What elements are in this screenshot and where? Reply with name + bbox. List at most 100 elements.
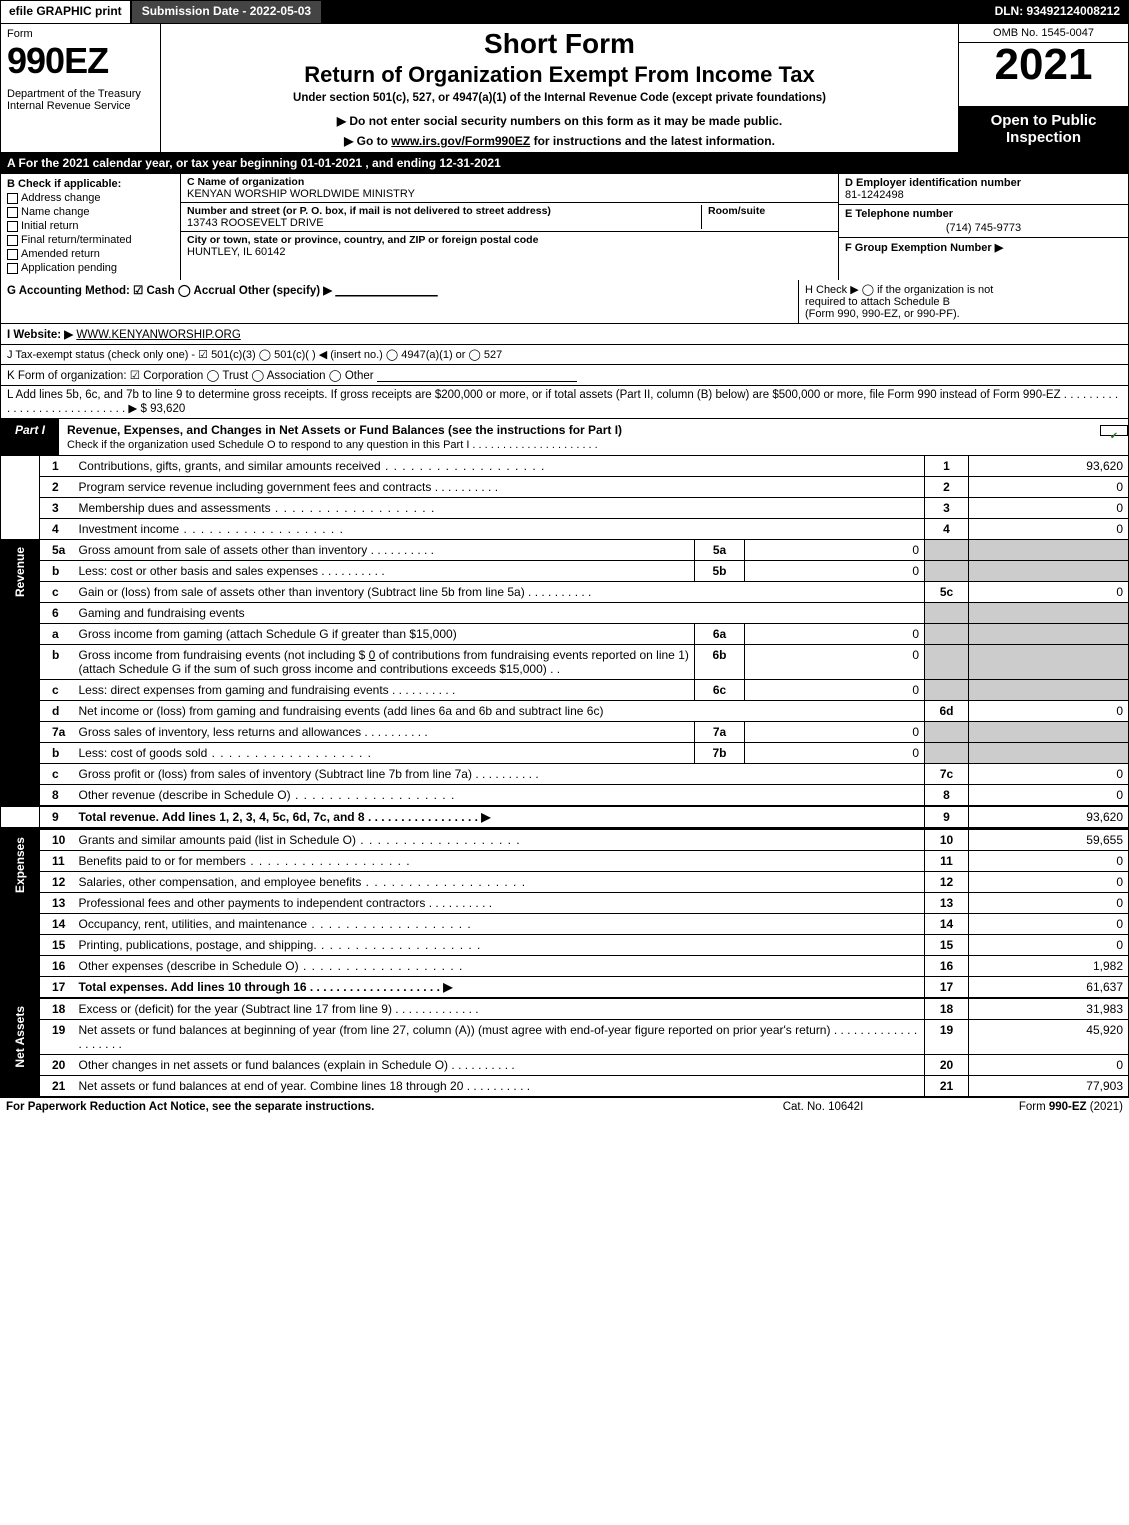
l9-desc: Total revenue. Add lines 1, 2, 3, 4, 5c,… [79, 810, 491, 824]
l2-desc: Program service revenue including govern… [79, 480, 432, 494]
header-right: OMB No. 1545-0047 2021 Open to Public In… [958, 24, 1128, 152]
l4-rv: 0 [969, 519, 1129, 540]
line-19: 19 Net assets or fund balances at beginn… [1, 1020, 1129, 1055]
l7b-no: b [40, 743, 74, 764]
dept-line: Department of the Treasury Internal Reve… [7, 88, 154, 112]
l6c-rv-grey [969, 680, 1129, 701]
l6b-sv: 0 [745, 645, 925, 680]
part1-header: Part I Revenue, Expenses, and Changes in… [0, 419, 1129, 456]
l12-desc: Salaries, other compensation, and employ… [79, 875, 362, 889]
l6-desc: Gaming and fundraising events [74, 603, 925, 624]
j-text: J Tax-exempt status (check only one) - ☑… [7, 349, 502, 361]
l17-no: 17 [40, 977, 74, 999]
line-13: 13 Professional fees and other payments … [1, 893, 1129, 914]
l5b-rv-grey [969, 561, 1129, 582]
side-blank-1 [1, 456, 40, 540]
g-other-line[interactable]: ________________ [335, 285, 437, 297]
line-5c: c Gain or (loss) from sale of assets oth… [1, 582, 1129, 603]
cb-name-change[interactable]: Name change [7, 206, 174, 218]
opt-app-pending: Application pending [21, 262, 117, 274]
l20-rn: 20 [925, 1055, 969, 1076]
line-6b: b Gross income from fundraising events (… [1, 645, 1129, 680]
room-suite-label: Room/suite [708, 205, 832, 217]
row-l: L Add lines 5b, 6c, and 7b to line 9 to … [0, 386, 1129, 419]
l16-no: 16 [40, 956, 74, 977]
c-addr-label: Number and street (or P. O. box, if mail… [187, 205, 695, 217]
l17-rv: 61,637 [969, 977, 1129, 999]
org-name: KENYAN WORSHIP WORLDWIDE MINISTRY [187, 188, 832, 200]
block-b-to-f: B Check if applicable: Address change Na… [0, 174, 1129, 280]
l21-rv: 77,903 [969, 1076, 1129, 1097]
l5c-desc: Gain or (loss) from sale of assets other… [79, 585, 525, 599]
section-b: B Check if applicable: Address change Na… [1, 174, 181, 280]
paperwork-notice: For Paperwork Reduction Act Notice, see … [6, 1101, 723, 1113]
c-city-label: City or town, state or province, country… [187, 234, 832, 246]
footer-form-year: (2021) [1087, 1101, 1123, 1113]
website-link[interactable]: WWW.KENYANWORSHIP.ORG [76, 329, 240, 341]
l10-no: 10 [40, 829, 74, 851]
f-label: F Group Exemption Number ▶ [845, 242, 1003, 254]
d-label: D Employer identification number [845, 177, 1122, 189]
k-text: K Form of organization: ☑ Corporation ◯ … [7, 370, 374, 382]
e-label: E Telephone number [845, 208, 1122, 220]
l15-desc: Printing, publications, postage, and shi… [79, 938, 317, 952]
l11-desc: Benefits paid to or for members [79, 854, 246, 868]
l2-no: 2 [40, 477, 74, 498]
cb-amended-return[interactable]: Amended return [7, 248, 174, 260]
expenses-label: Expenses [13, 833, 27, 897]
section-h: H Check ▶ ◯ if the organization is not r… [798, 280, 1128, 323]
line-6: 6 Gaming and fundraising events [1, 603, 1129, 624]
submission-date: Submission Date - 2022-05-03 [132, 1, 323, 23]
l4-rn: 4 [925, 519, 969, 540]
irs-link[interactable]: www.irs.gov/Form990EZ [391, 134, 530, 148]
under-section: Under section 501(c), 527, or 4947(a)(1)… [169, 92, 950, 104]
row-a-tax-year: A For the 2021 calendar year, or tax yea… [0, 153, 1129, 174]
efile-print[interactable]: efile GRAPHIC print [1, 1, 132, 23]
footer-form-num: 990-EZ [1049, 1101, 1087, 1113]
l7c-no: c [40, 764, 74, 785]
cb-application-pending[interactable]: Application pending [7, 262, 174, 274]
short-form-title: Short Form [169, 28, 950, 60]
l18-rn: 18 [925, 998, 969, 1020]
line-5b: b Less: cost or other basis and sales ex… [1, 561, 1129, 582]
l4-no: 4 [40, 519, 74, 540]
l18-rv: 31,983 [969, 998, 1129, 1020]
l6c-sv: 0 [745, 680, 925, 701]
l16-rn: 16 [925, 956, 969, 977]
l6a-rn-grey [925, 624, 969, 645]
line-14: 14 Occupancy, rent, utilities, and maint… [1, 914, 1129, 935]
opt-amended: Amended return [21, 248, 100, 260]
cb-initial-return[interactable]: Initial return [7, 220, 174, 232]
l6b-amt: 0 [369, 648, 376, 662]
opt-final-return: Final return/terminated [21, 234, 132, 246]
l19-rv: 45,920 [969, 1020, 1129, 1055]
b-header: B Check if applicable: [7, 178, 174, 190]
l5b-sub: 5b [695, 561, 745, 582]
h-line3: (Form 990, 990-EZ, or 990-PF). [805, 308, 1122, 320]
part1-checkbox[interactable] [1100, 419, 1128, 455]
line-2: 2 Program service revenue including gove… [1, 477, 1129, 498]
tax-year: 2021 [959, 43, 1128, 87]
line-6a: a Gross income from gaming (attach Sched… [1, 624, 1129, 645]
l-amount: 93,620 [150, 403, 185, 415]
l5c-rv: 0 [969, 582, 1129, 603]
org-street: 13743 ROOSEVELT DRIVE [187, 217, 695, 229]
cb-final-return[interactable]: Final return/terminated [7, 234, 174, 246]
line-3: 3 Membership dues and assessments 3 0 [1, 498, 1129, 519]
cb-address-change[interactable]: Address change [7, 192, 174, 204]
l6c-desc: Less: direct expenses from gaming and fu… [79, 683, 389, 697]
section-c: C Name of organization KENYAN WORSHIP WO… [181, 174, 838, 280]
l12-no: 12 [40, 872, 74, 893]
k-other-line[interactable] [377, 381, 577, 382]
part1-title: Revenue, Expenses, and Changes in Net As… [67, 423, 622, 437]
l1-rv: 93,620 [969, 456, 1129, 477]
opt-name-change: Name change [21, 206, 90, 218]
form-footer: Form 990-EZ (2021) [923, 1101, 1123, 1113]
l1-rn: 1 [925, 456, 969, 477]
row-g-h: G Accounting Method: ☑ Cash ◯ Accrual Ot… [0, 280, 1129, 324]
cat-no: Cat. No. 10642I [723, 1101, 923, 1113]
form-number: 990EZ [7, 40, 154, 82]
i-prefix: I Website: ▶ [7, 329, 73, 341]
line-9: 9 Total revenue. Add lines 1, 2, 3, 4, 5… [1, 806, 1129, 829]
section-g: G Accounting Method: ☑ Cash ◯ Accrual Ot… [1, 280, 798, 323]
